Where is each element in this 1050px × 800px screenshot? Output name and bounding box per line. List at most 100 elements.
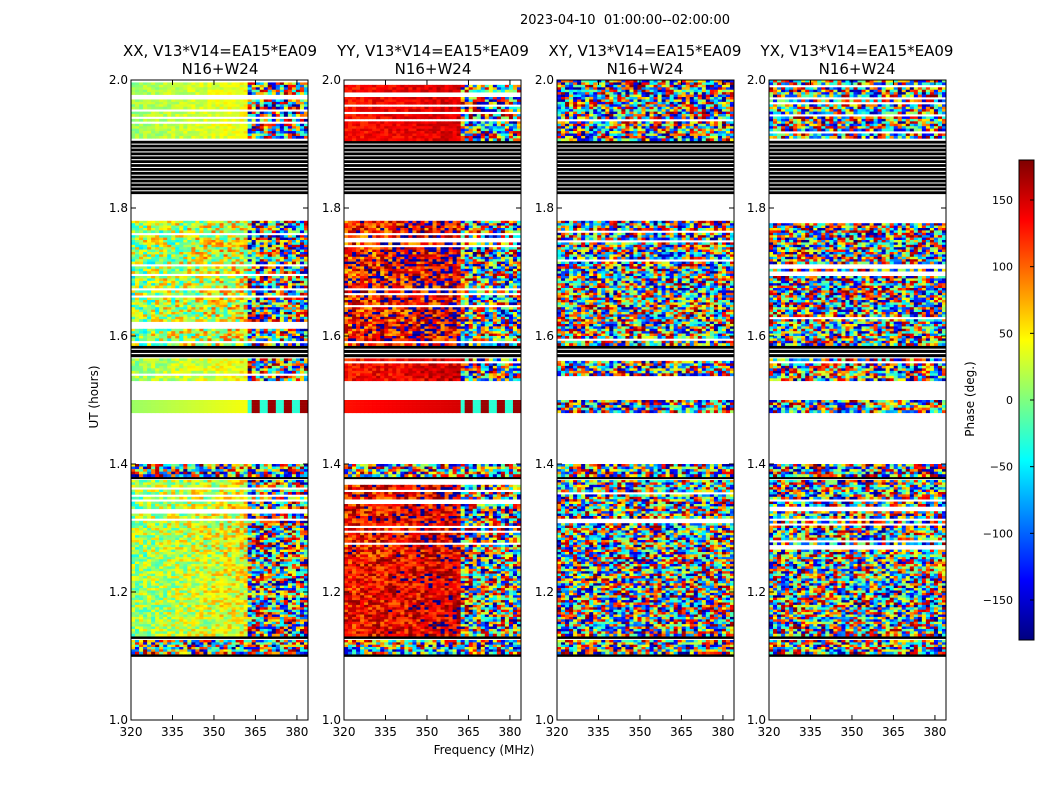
- heatmap-cell: [236, 649, 240, 652]
- heatmap-cell: [135, 605, 139, 608]
- heatmap-cell: [240, 652, 244, 655]
- heatmap-cell: [224, 600, 228, 603]
- heatmap-cell: [135, 598, 139, 601]
- heatmap-cell: [191, 649, 195, 652]
- heatmap-cell: [268, 593, 272, 596]
- heatmap-cell: [155, 574, 159, 577]
- heatmap-cell: [224, 642, 228, 645]
- heatmap-cell: [195, 640, 199, 643]
- heatmap-cell: [131, 566, 135, 569]
- heatmap-cell: [260, 598, 264, 601]
- heatmap-cell: [163, 617, 167, 620]
- heatmap-cell: [260, 586, 264, 589]
- heatmap-cell: [203, 598, 207, 601]
- heatmap-cell: [248, 569, 252, 572]
- heatmap-cell: [268, 645, 272, 648]
- heatmap-cell: [175, 619, 179, 622]
- heatmap-cell: [203, 652, 207, 655]
- heatmap-cell: [292, 590, 296, 593]
- heatmap-cell: [224, 574, 228, 577]
- heatmap-cell: [236, 593, 240, 596]
- heatmap-cell: [280, 574, 284, 577]
- heatmap-cell: [163, 586, 167, 589]
- heatmap-cell: [228, 615, 232, 618]
- heatmap-cell: [167, 588, 171, 591]
- heatmap-cell: [256, 642, 260, 645]
- heatmap-cell: [143, 615, 147, 618]
- heatmap-cell: [191, 610, 195, 613]
- heatmap-cell: [179, 559, 183, 562]
- heatmap-cell: [236, 557, 240, 560]
- heatmap-cell: [155, 645, 159, 648]
- heatmap-cell: [167, 647, 171, 650]
- heatmap-cell: [236, 600, 240, 603]
- heatmap-cell: [288, 605, 292, 608]
- heatmap-cell: [131, 645, 135, 648]
- heatmap-cell: [280, 593, 284, 596]
- heatmap-cell: [220, 557, 224, 560]
- heatmap-cell: [131, 562, 135, 565]
- heatmap-cell: [215, 557, 219, 560]
- heatmap-cell: [272, 617, 276, 620]
- heatmap-cell: [256, 640, 260, 643]
- heatmap-cell: [183, 595, 187, 598]
- heatmap-cell: [228, 619, 232, 622]
- heatmap-cell: [215, 640, 219, 643]
- heatmap-cell: [276, 615, 280, 618]
- heatmap-cell: [215, 615, 219, 618]
- heatmap-cell: [151, 647, 155, 650]
- heatmap-cell: [240, 566, 244, 569]
- heatmap-cell: [175, 557, 179, 560]
- heatmap-cell: [163, 600, 167, 603]
- heatmap-cell: [260, 557, 264, 560]
- heatmap-cell: [288, 649, 292, 652]
- heatmap-cell: [135, 562, 139, 565]
- heatmap-cell: [151, 578, 155, 581]
- heatmap-cell: [147, 571, 151, 574]
- heatmap-cell: [284, 607, 288, 610]
- heatmap-cell: [183, 619, 187, 622]
- heatmap-cell: [292, 610, 296, 613]
- heatmap-cell: [139, 600, 143, 603]
- heatmap-cell: [167, 566, 171, 569]
- heatmap-cell: [155, 617, 159, 620]
- heatmap-cell: [264, 576, 268, 579]
- heatmap-cell: [284, 649, 288, 652]
- heatmap-cell: [179, 588, 183, 591]
- heatmap-cell: [284, 564, 288, 567]
- heatmap-cell: [171, 595, 175, 598]
- heatmap-cell: [151, 574, 155, 577]
- heatmap-cell: [256, 578, 260, 581]
- heatmap-cell: [232, 559, 236, 562]
- heatmap-cell: [228, 576, 232, 579]
- heatmap-cell: [244, 588, 248, 591]
- heatmap-cell: [288, 562, 292, 565]
- heatmap-cell: [264, 564, 268, 567]
- heatmap-cell: [224, 576, 228, 579]
- heatmap-cell: [300, 564, 304, 567]
- heatmap-cell: [171, 576, 175, 579]
- heatmap-cell: [191, 612, 195, 615]
- heatmap-cell: [232, 645, 236, 648]
- heatmap-cell: [159, 590, 163, 593]
- heatmap-cell: [240, 562, 244, 565]
- heatmap-cell: [264, 617, 268, 620]
- heatmap-cell: [131, 640, 135, 643]
- heatmap-cell: [256, 617, 260, 620]
- heatmap-cell: [139, 586, 143, 589]
- heatmap-cell: [256, 649, 260, 652]
- heatmap-cell: [171, 600, 175, 603]
- heatmap-cell: [147, 640, 151, 643]
- heatmap-cell: [296, 617, 300, 620]
- heatmap-cell: [147, 612, 151, 615]
- heatmap-cell: [211, 600, 215, 603]
- heatmap-cell: [183, 566, 187, 569]
- heatmap-cell: [296, 562, 300, 565]
- heatmap-cell: [135, 593, 139, 596]
- heatmap-cell: [220, 652, 224, 655]
- heatmap-cell: [203, 612, 207, 615]
- heatmap-cell: [147, 652, 151, 655]
- heatmap-cell: [211, 581, 215, 584]
- heatmap-cell: [280, 602, 284, 605]
- heatmap-cell: [203, 605, 207, 608]
